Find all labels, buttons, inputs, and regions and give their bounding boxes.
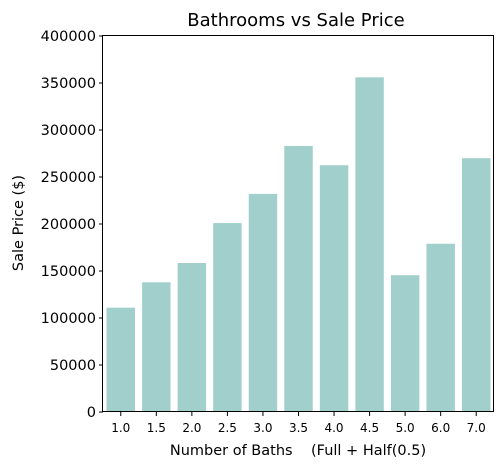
y-axis-label: Sale Price ($): [11, 175, 27, 271]
x-tick-label: 3.5: [289, 421, 308, 435]
x-tick-label: 7.0: [467, 421, 486, 435]
x-tick-label: 1.0: [111, 421, 130, 435]
bar-7.0: [462, 158, 491, 412]
y-axis: 0 50000 100000 150000 200000 250000 300000 3500…: [41, 29, 103, 421]
bar-5.0: [390, 275, 420, 412]
x-tick-label: 5.0: [396, 421, 415, 435]
bar-4.0: [319, 165, 349, 412]
y-tick-label: 50000: [50, 358, 96, 374]
y-tick-label: 100000: [41, 311, 96, 327]
x-tick-label: 3.0: [253, 421, 272, 435]
y-tick-label: 0: [87, 405, 96, 421]
y-tick-label: 300000: [41, 123, 96, 139]
x-tick-label: 2.0: [182, 421, 201, 435]
chart-title: Bathrooms vs Sale Price: [187, 10, 404, 31]
y-tick-label: 400000: [41, 29, 96, 45]
bar-3.0: [248, 193, 278, 412]
y-tick-label: 250000: [41, 170, 96, 186]
bar-4.5: [355, 77, 384, 413]
x-tick-label: 4.0: [324, 421, 343, 435]
bar-2.5: [213, 223, 242, 412]
bar-3.5: [284, 145, 313, 413]
bar-1.5: [142, 282, 171, 412]
x-tick-label: 1.5: [147, 421, 166, 435]
bar-2.0: [177, 263, 207, 412]
bar-1.0: [106, 307, 135, 412]
y-tick-label: 150000: [41, 264, 96, 280]
bar-6.0: [426, 243, 455, 412]
bars-group: [106, 77, 491, 413]
x-tick-label: 6.0: [431, 421, 450, 435]
x-axis: 1.0 1.5 2.0 2.5 3.0 3.5 4.0 4.5 5.0 6.0 7.0: [111, 412, 486, 435]
y-tick-label: 350000: [41, 76, 96, 92]
x-axis-label: Number of Baths (Full + Half(0.5): [170, 443, 426, 459]
x-tick-label: 4.5: [360, 421, 379, 435]
y-tick-label: 200000: [41, 217, 96, 233]
x-tick-label: 2.5: [218, 421, 237, 435]
